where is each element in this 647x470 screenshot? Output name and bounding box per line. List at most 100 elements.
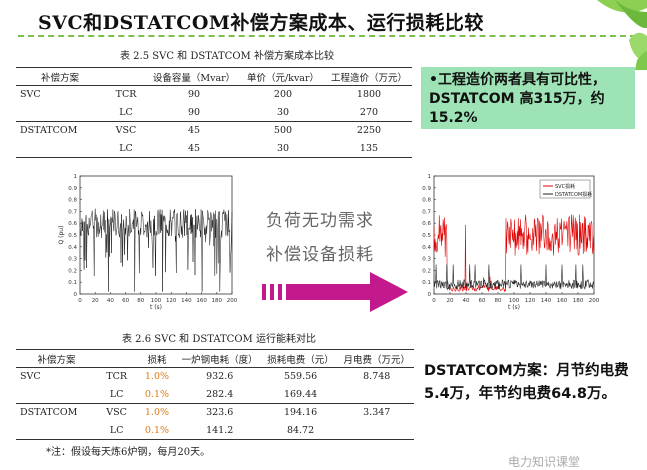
table-row: LC 0.1% 282.4 169.44 [16,386,414,404]
energy-comparison-table: 补偿方案 损耗 一炉钢电耗（度） 损耗电费（元） 月电费（万元） SVC TCR… [16,349,414,440]
compensation-loss-chart: 0 20 40 60 80 100 120 140 160 180 200 1 0.9 0.8 0.7 0.6… [422,174,600,311]
table-cell: 45 [187,142,201,154]
y-tick-label: 0.5 [68,233,77,239]
x-tick-label: 200 [227,298,238,304]
x-tick-label: 120 [166,298,177,304]
middle-label-loss: 补偿设备损耗 [266,245,374,265]
table-cell: 1.0% [144,371,170,383]
table-cell: 8.748 [363,371,391,383]
y-tick-label: 0.9 [68,186,77,192]
table-cell: VSC [115,125,137,137]
energy-savings-callout: DSTATCOM方案：月节约电费5.4万，年节约电费64.8万。 [424,363,629,402]
y-tick-label: 0.8 [422,198,431,204]
header-cell: 设备容量（Mvar） [152,72,236,84]
table-cell: 30 [276,106,290,118]
y-tick-label: 0.1 [422,280,431,286]
table2-caption: 表 2.6 SVC 和 DSTATCOM 运行能耗对比 [122,334,316,345]
y-tick-label: 0.6 [68,221,77,227]
x-tick-label: 80 [495,298,502,304]
table-cell [339,422,414,440]
table-cell: DSTATCOM [20,407,78,419]
y-tick-label: 0 [74,292,78,298]
table-cell: 169.44 [283,388,318,400]
y-tick-label: 0.2 [422,268,431,274]
table-row: DSTATCOM VSC 45 500 2250 [16,121,412,140]
y-tick-label: 0 [428,292,432,298]
x-tick-label: 0 [78,298,82,304]
table-cell: 932.6 [206,371,234,383]
watermark: 电力知识课堂 [508,455,581,469]
table-cell: 141.2 [206,424,234,436]
table-cell: 200 [273,89,293,101]
footnote: *注：假设每天炼6炉钢，每月20天。 [46,447,211,458]
table-cell: 323.6 [206,407,234,419]
y-tick-label: 1 [74,174,78,180]
leaf-decoration-icon [597,0,647,70]
header-cell [104,68,148,86]
legend-label: SVC损耗 [555,183,575,190]
header-cell: 损耗电费（元） [267,354,334,366]
header-cell: 补偿方案 [40,72,79,84]
x-tick-label: 0 [432,298,436,304]
x-tick-label: 160 [557,298,568,304]
table-row: SVC TCR 90 200 1800 [16,85,412,104]
table-cell: 0.1% [144,388,170,400]
header-cell: 工程造价（万元） [330,72,407,84]
y-tick-label: 0.1 [68,280,77,286]
right-arrow-icon [262,272,408,312]
dstatcom-loss-line [433,264,595,290]
x-tick-label: 140 [181,298,192,304]
y-tick-label: 0.2 [68,268,77,274]
y-tick-label: 0.5 [422,233,431,239]
table-cell: LC [119,106,133,118]
table-cell [16,140,104,158]
header-cell: 月电费（万元） [343,354,410,366]
x-tick-label: 20 [92,298,99,304]
table-cell: SVC [20,371,41,383]
legend-label: DSTATCOM损耗 [555,191,592,198]
x-tick-label: 80 [137,298,144,304]
table-cell: SVC [20,89,41,101]
table-cell [16,386,97,404]
y-tick-label: 0.9 [422,186,431,192]
x-tick-label: 120 [525,298,536,304]
table-cell: VSC [106,407,127,419]
x-tick-label: 140 [541,298,552,304]
header-cell: 损耗 [147,354,167,366]
table-header-row: 补偿方案 设备容量（Mvar） 单价（元/kvar） 工程造价（万元） [16,67,412,86]
table-cell: 2250 [356,125,382,137]
x-tick-label: 40 [463,298,470,304]
x-tick-label: 180 [573,298,584,304]
table-cell: 90 [187,106,201,118]
header-cell: 补偿方案 [37,354,76,366]
svc-loss-line [433,214,595,293]
table-cell: 282.4 [206,388,234,400]
x-tick-label: 200 [589,298,600,304]
x-tick-label: 60 [479,298,486,304]
title-divider [18,35,636,37]
table-header-row: 补偿方案 损耗 一炉钢电耗（度） 损耗电费（元） 月电费（万元） [16,349,414,368]
x-axis-label: t (s) [508,304,520,311]
middle-label-demand: 负荷无功需求 [266,211,374,231]
y-tick-label: 0.6 [422,221,431,227]
x-tick-label: 40 [107,298,114,304]
x-tick-label: 60 [122,298,129,304]
table-cell: LC [119,142,133,154]
y-tick-label: 0.4 [68,245,77,251]
cost-comparison-table: 补偿方案 设备容量（Mvar） 单价（元/kvar） 工程造价（万元） SVC … [16,67,412,158]
y-tick-label: 0.8 [68,198,77,204]
table-cell: 90 [187,89,201,101]
x-tick-label: 180 [212,298,223,304]
x-tick-label: 20 [447,298,454,304]
reactive-demand-chart: 0 20 40 60 80 100 120 140 160 180 200 1 0.9 0.8 0.7 0.6… [58,174,238,311]
table-cell: 0.1% [144,424,170,436]
table-cell: 194.16 [283,407,318,419]
y-tick-label: 0.7 [422,209,431,215]
table-cell: 135 [359,142,379,154]
table-row: DSTATCOM VSC 1.0% 323.6 194.16 3.347 [16,403,414,422]
header-cell: 单价（元/kvar） [246,72,320,84]
x-tick-label: 100 [509,298,520,304]
reactive-demand-line [79,208,233,292]
